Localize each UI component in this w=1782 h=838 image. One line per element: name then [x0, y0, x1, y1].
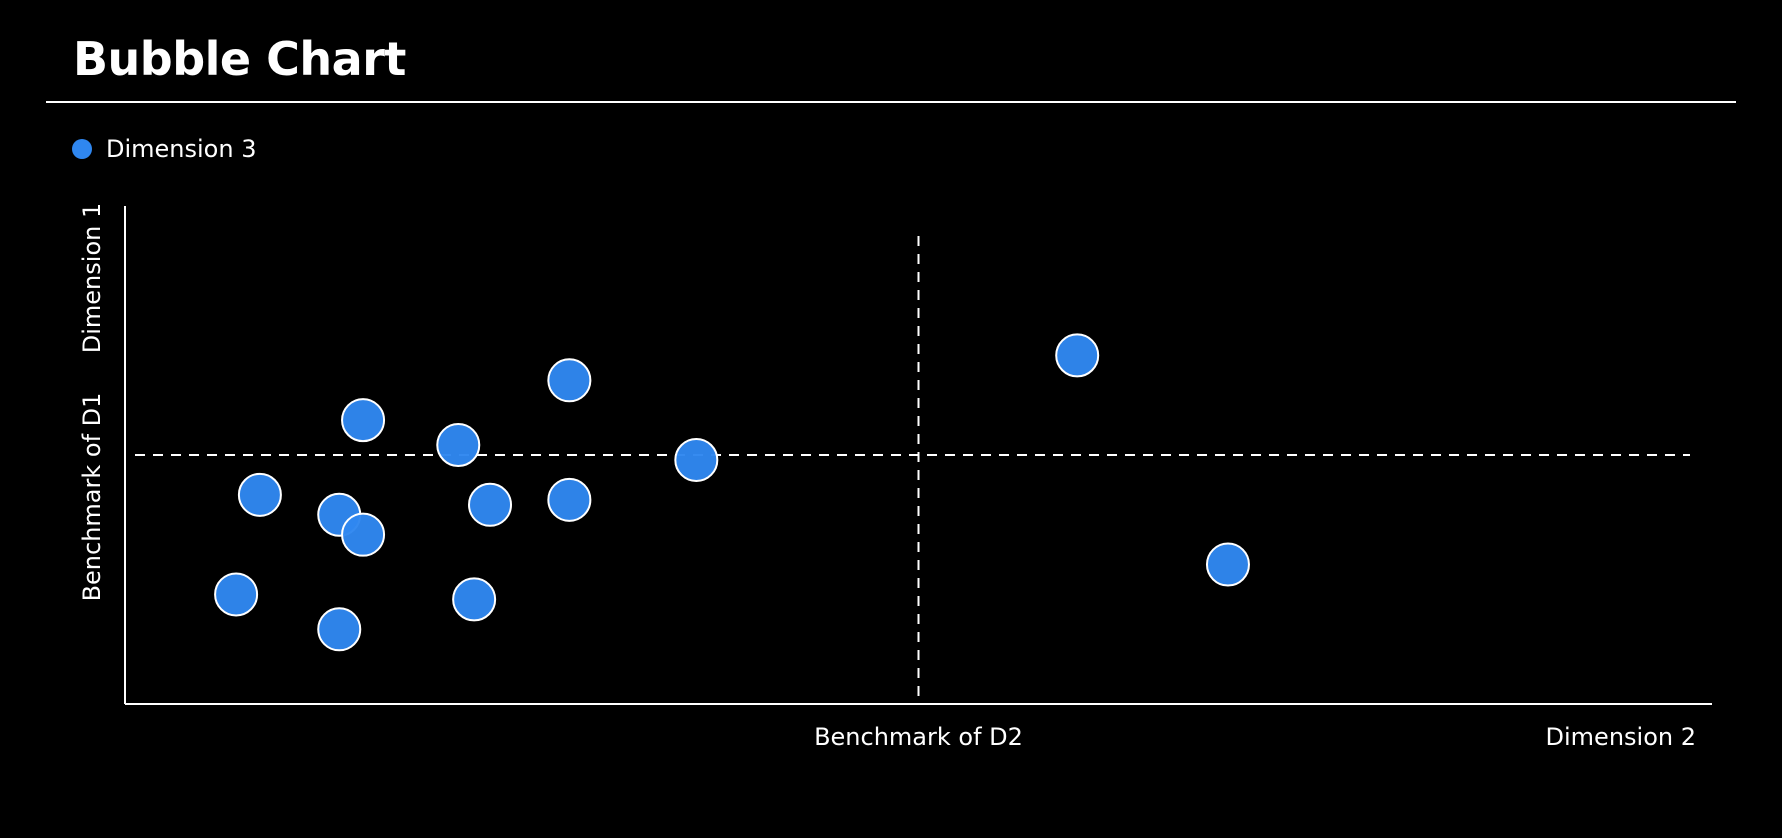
bubble [1055, 333, 1100, 378]
legend-label: Dimension 3 [106, 135, 257, 163]
bubble [1205, 542, 1250, 587]
bubble [674, 437, 719, 482]
chart-title: Bubble Chart [73, 32, 406, 86]
bubble [317, 607, 362, 652]
x-benchmark-label: Benchmark of D2 [814, 723, 1023, 751]
x-axis-label: Dimension 2 [1546, 723, 1696, 751]
y-axis-label: Dimension 1 [78, 203, 106, 353]
bubble [547, 358, 592, 403]
bubble [436, 423, 481, 468]
title-divider [46, 101, 1736, 103]
bubble [237, 472, 282, 517]
legend-swatch [72, 139, 92, 159]
bubble [547, 477, 592, 522]
bubble [341, 398, 386, 443]
bubble [468, 482, 513, 527]
legend: Dimension 3 [72, 135, 256, 163]
bubble [341, 512, 386, 557]
bubble [214, 572, 259, 617]
bubble [452, 577, 497, 622]
y-benchmark-label: Benchmark of D1 [78, 393, 106, 602]
